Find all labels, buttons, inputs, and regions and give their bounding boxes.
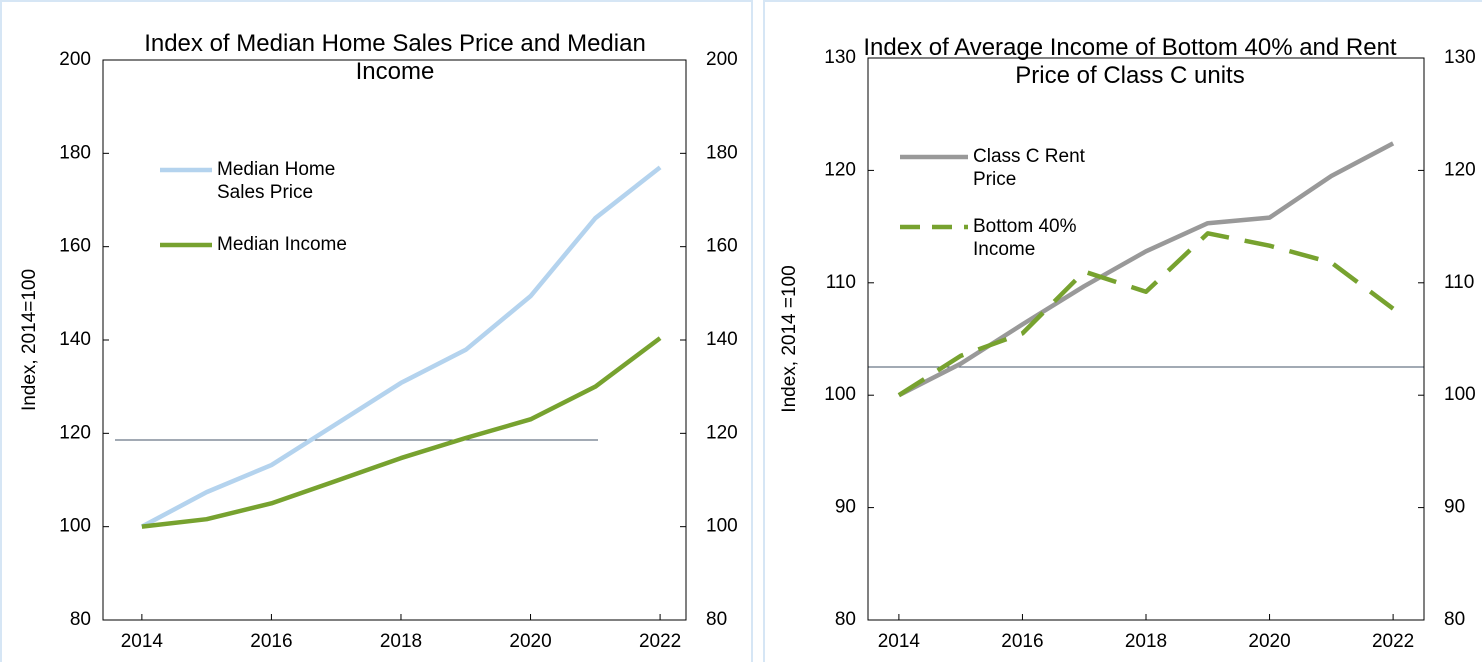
y-tick-label: 140 bbox=[59, 329, 91, 350]
x-tick-label: 2016 bbox=[1001, 631, 1043, 652]
series-line bbox=[140, 165, 662, 529]
y-tick-label: 200 bbox=[59, 49, 91, 70]
y-tick-label: 130 bbox=[824, 47, 856, 68]
plot-frame bbox=[102, 59, 687, 621]
y2-tick-label: 180 bbox=[706, 142, 738, 163]
y2-tick-label: 100 bbox=[1444, 384, 1476, 405]
y-tick-label: 180 bbox=[59, 142, 91, 163]
x-tick-label: 2020 bbox=[509, 631, 551, 652]
x-tick-label: 2020 bbox=[1248, 631, 1290, 652]
y2-tick-label: 140 bbox=[706, 329, 738, 350]
y-tick-label: 100 bbox=[824, 384, 856, 405]
y-axis-label: Index, 2014 =100 bbox=[779, 265, 800, 412]
x-tick-label: 2018 bbox=[380, 631, 422, 652]
y-axis-label: Index, 2014=100 bbox=[19, 269, 40, 411]
series-line bbox=[897, 231, 1395, 398]
y2-tick-label: 120 bbox=[706, 422, 738, 443]
x-tick-label: 2022 bbox=[1372, 631, 1414, 652]
y2-tick-label: 100 bbox=[706, 516, 738, 537]
y-tick-label: 100 bbox=[59, 516, 91, 537]
legend-label: Class C Rent Price bbox=[973, 146, 1085, 190]
y-tick-label: 110 bbox=[826, 272, 856, 293]
y2-tick-label: 110 bbox=[1444, 272, 1474, 293]
y2-tick-label: 80 bbox=[1444, 609, 1465, 630]
x-tick-label: 2014 bbox=[121, 631, 164, 652]
x-tick-label: 2016 bbox=[250, 631, 292, 652]
y2-tick-label: 200 bbox=[706, 49, 738, 70]
x-tick-label: 2018 bbox=[1125, 631, 1167, 652]
y-tick-label: 160 bbox=[59, 236, 91, 257]
y2-tick-label: 160 bbox=[706, 236, 738, 257]
panel bbox=[0, 0, 753, 662]
chart-title: Index of Average Income of Bottom 40% an… bbox=[863, 34, 1397, 89]
x-tick-label: 2022 bbox=[639, 631, 681, 652]
y-tick-label: 90 bbox=[835, 497, 856, 518]
y-tick-label: 80 bbox=[70, 609, 91, 630]
y2-tick-label: 80 bbox=[706, 609, 727, 630]
plot-frame bbox=[867, 57, 1425, 621]
panel bbox=[763, 0, 1482, 662]
y-tick-label: 120 bbox=[59, 422, 91, 443]
x-tick-label: 2014 bbox=[878, 631, 921, 652]
legend-label: Median Income bbox=[217, 234, 347, 255]
y2-tick-label: 120 bbox=[1444, 159, 1476, 180]
legend-label: Bottom 40% Income bbox=[973, 216, 1077, 260]
chart-title: Index of Median Home Sales Price and Med… bbox=[144, 30, 646, 85]
y2-tick-label: 90 bbox=[1444, 497, 1465, 518]
y-tick-label: 120 bbox=[824, 159, 856, 180]
y2-tick-label: 130 bbox=[1444, 47, 1476, 68]
legend-label: Median Home Sales Price bbox=[217, 159, 336, 203]
y-tick-label: 80 bbox=[835, 609, 856, 630]
series-line bbox=[141, 336, 662, 529]
